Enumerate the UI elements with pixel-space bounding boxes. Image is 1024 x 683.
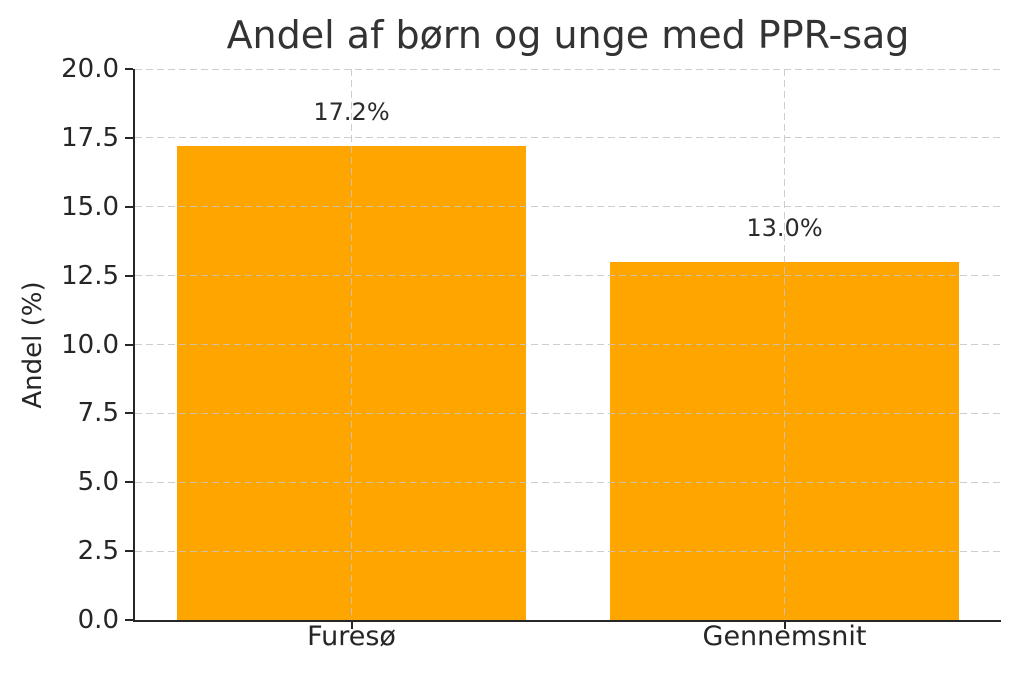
- y-tick-mark: [125, 481, 133, 484]
- x-tick-mark: [350, 621, 353, 629]
- chart-title: Andel af børn og unge med PPR-sag: [226, 13, 910, 57]
- y-tick-label: 12.5: [61, 260, 119, 291]
- y-tick-mark: [125, 619, 133, 621]
- y-gridline: [135, 412, 1001, 414]
- y-tick-label: 0.0: [77, 605, 119, 635]
- x-gridline: [784, 69, 785, 620]
- y-tick-mark: [125, 274, 133, 277]
- y-tick-mark: [125, 412, 133, 415]
- x-tick-mark: [783, 621, 786, 629]
- y-gridline: [135, 137, 1001, 139]
- y-gridline: [135, 550, 1001, 552]
- x-gridline: [351, 69, 352, 620]
- y-tick-mark: [125, 68, 133, 70]
- bar-value-label: 13.0%: [746, 213, 823, 242]
- y-tick-label: 7.5: [77, 398, 119, 429]
- y-tick-label: 5.0: [77, 467, 119, 498]
- y-gridline: [135, 275, 1001, 277]
- y-gridline: [135, 206, 1001, 208]
- y-tick-label: 15.0: [61, 191, 119, 222]
- y-tick-mark: [125, 550, 133, 553]
- x-axis-spine: [133, 620, 1001, 622]
- bar-value-label: 17.2%: [313, 98, 390, 127]
- y-tick-mark: [125, 136, 133, 139]
- y-tick-label: 20.0: [61, 54, 119, 84]
- y-gridline: [135, 344, 1001, 345]
- y-tick-label: 17.5: [61, 122, 119, 153]
- y-axis-spine: [133, 69, 135, 622]
- y-tick-label: 2.5: [77, 536, 119, 567]
- y-tick-mark: [125, 205, 133, 208]
- y-tick-mark: [125, 343, 133, 346]
- y-gridline: [135, 481, 1001, 483]
- plot-area: [135, 68, 1001, 620]
- y-tick-label: 10.0: [61, 329, 119, 360]
- y-gridline: [135, 68, 1001, 70]
